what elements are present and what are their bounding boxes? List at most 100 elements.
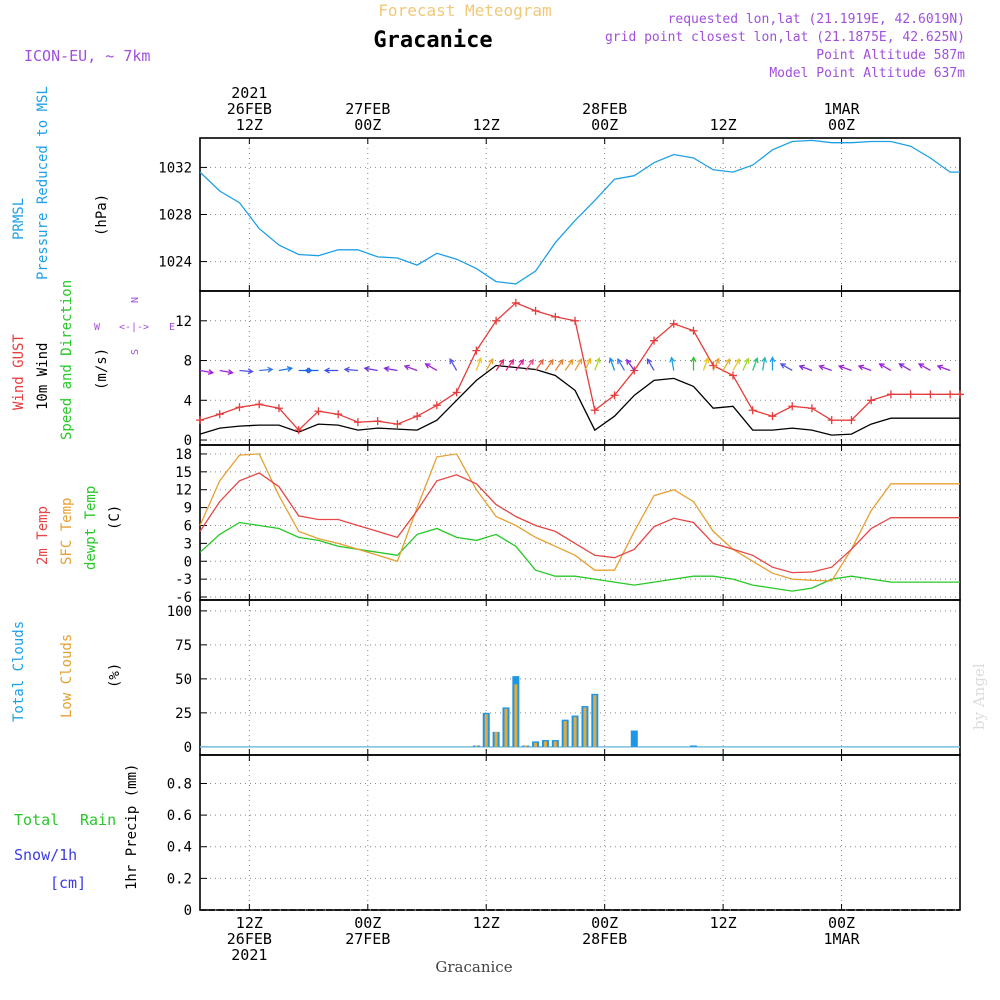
pressure-label: Pressure Reduced to MSL [35, 86, 51, 280]
wind-arrow [761, 356, 768, 371]
temp-panel-labels: 2m Temp SFC Temp dewpt Temp (C) [35, 486, 123, 570]
top-time-label: 12Z [236, 116, 263, 134]
y-tick-label: 15 [175, 465, 192, 481]
y-tick-label: 0 [184, 554, 192, 570]
wind-arrow-head [286, 366, 294, 372]
precip-unit: 1hr Precip (mm) [124, 764, 140, 890]
wind-arrow [779, 363, 793, 372]
wind-arrow-shaft [525, 359, 534, 371]
low-cloud-bar [553, 741, 557, 747]
wind-arrow-head [743, 357, 750, 364]
gust-point [294, 426, 303, 435]
wind-arrow-shaft [838, 365, 852, 372]
wind-arrow [690, 356, 697, 371]
gust-point [827, 416, 836, 425]
wind-arrow [259, 366, 274, 373]
gust-point [196, 416, 204, 425]
wind-arrow [278, 366, 294, 372]
gust-point [847, 416, 856, 425]
top-time-label: 26FEB [227, 100, 272, 118]
gust-point [255, 400, 264, 409]
low-cloud-bar [573, 716, 577, 747]
rain-total-label: Total [14, 811, 59, 829]
wind-arrow [722, 358, 731, 371]
wind-arrow [574, 358, 583, 371]
y-tick-label: 8 [184, 354, 192, 370]
y-tick-label: -6 [175, 590, 192, 606]
low-cloud-bar [534, 742, 538, 747]
wind-arrow-shaft [722, 358, 731, 371]
wind-arrow-shaft [425, 363, 438, 372]
wind-arrow-shaft [780, 363, 793, 372]
wind-arrow-head [690, 356, 697, 363]
pressure-panel-labels: PRMSL Pressure Reduced to MSL (hPa) [11, 86, 110, 280]
wind-arrow-head [779, 363, 786, 369]
panel-frame-4 [199, 754, 961, 911]
model-altitude: Model Point Altitude 637m [769, 66, 965, 81]
wind-arrow [798, 364, 813, 372]
wind-arrow-shaft [535, 359, 544, 371]
point-altitude: Point Altitude 587m [816, 48, 965, 63]
gust-point [432, 401, 441, 410]
y-tick-label: 75 [175, 638, 192, 654]
wind-arrow [515, 358, 525, 371]
wind-arrow-shaft [475, 358, 482, 371]
top-time-label: 1MAR [823, 100, 860, 118]
wind-arrow-shaft [364, 367, 378, 372]
wind-arrow-shaft [278, 367, 292, 372]
wind-arrow [199, 369, 215, 375]
wind-arrow-shaft [505, 359, 514, 371]
wind-arrow-head [714, 357, 720, 364]
wind-arrow [544, 358, 554, 371]
wind-arrow-shaft [937, 365, 951, 372]
wind-arrow-head [518, 358, 525, 365]
total-cloud-label: Total Clouds [11, 621, 27, 722]
wind-arrow-head [343, 366, 350, 373]
wind-arrow-shaft [732, 358, 741, 371]
wind-arrow [917, 363, 931, 372]
wind-arrow-head [857, 364, 864, 371]
wind-arrow [343, 366, 358, 373]
wind-arrow-head [703, 356, 710, 364]
wind-arrow-head [725, 358, 731, 365]
wind-arrow [732, 358, 741, 371]
y-tick-label: 25 [175, 706, 192, 722]
gust-line [199, 302, 960, 432]
gust-point [956, 390, 964, 399]
gust-point [689, 326, 698, 335]
wind-arrow [857, 364, 872, 372]
compass-rose: N S W E <-|-> [94, 297, 175, 355]
compass-s: S [130, 349, 141, 355]
requested-coords: requested lon,lat (21.1919E, 42.6019N) [668, 12, 965, 27]
cloud-panel-labels: Total Clouds Low Clouds (%) [11, 621, 123, 722]
gust-point [946, 390, 955, 399]
gust-point [788, 402, 797, 411]
bottom-time-label: 12Z [710, 914, 737, 932]
wind-arrow [475, 356, 483, 371]
wind-arrow-shaft [485, 358, 494, 371]
low-cloud-bar [514, 684, 518, 747]
y-tick-label: 0.8 [167, 776, 192, 792]
compass-w: W [94, 322, 101, 333]
wind-label: 10m Wind [35, 343, 51, 410]
gust-point [511, 298, 520, 307]
wind-arrow-head [878, 363, 885, 369]
gust-point [472, 346, 481, 355]
wind-arrow-shaft [670, 357, 675, 371]
wind-arrow [878, 363, 892, 372]
wind-arrow-shaft [646, 358, 655, 371]
gust-point [531, 306, 540, 315]
wind-arrow-shaft [799, 365, 813, 372]
compass-e: E [169, 322, 175, 333]
gust-point [867, 396, 876, 405]
wind-arrow-head [488, 358, 494, 365]
y-tick-label: 100 [167, 604, 192, 620]
sfc-label: SFC Temp [59, 498, 75, 565]
bottom-time-label: 1MAR [823, 930, 860, 948]
y-tick-label: 0.4 [167, 840, 192, 856]
gust-point [728, 371, 737, 380]
y-tick-label: 9 [184, 501, 192, 517]
prmsl-line [199, 139, 960, 285]
wind-arrow-shaft [761, 357, 766, 371]
